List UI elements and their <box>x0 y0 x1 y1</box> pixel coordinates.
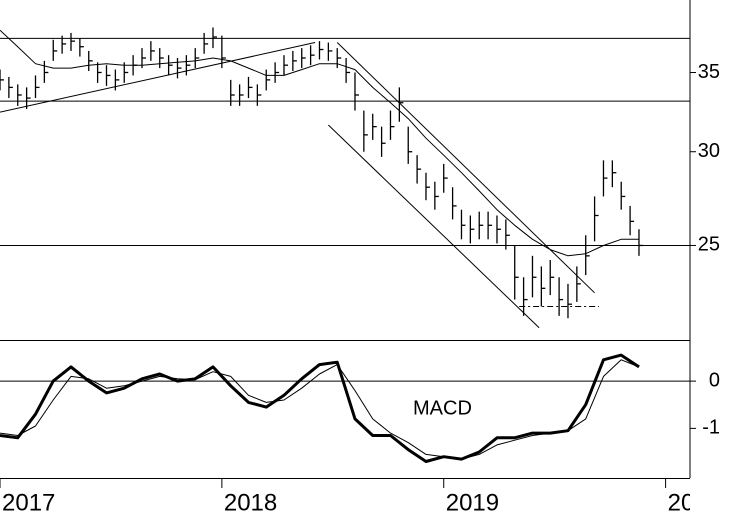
trend-line <box>328 124 540 329</box>
y-tick-label: 25 <box>698 234 720 256</box>
x-tick-label: 2017 <box>2 489 55 516</box>
y-tick-label: 0 <box>709 369 720 391</box>
panel-label: MACD <box>413 397 472 419</box>
plot-area: 2017 2018 2019 2020 MACD <box>0 27 721 516</box>
x-tick-label: 2019 <box>446 489 499 516</box>
x-tick-label: 2018 <box>224 489 277 516</box>
indicator-line <box>0 359 640 460</box>
x-tick-label: 2020 <box>668 489 721 516</box>
indicator-line <box>0 353 640 463</box>
trend-line <box>336 42 595 294</box>
y-tick-label: 35 <box>698 61 720 83</box>
moving-average <box>0 29 639 257</box>
y-tick-label: 30 <box>698 140 720 162</box>
y-tick-label: -1 <box>702 417 720 439</box>
trend-line <box>0 42 316 113</box>
